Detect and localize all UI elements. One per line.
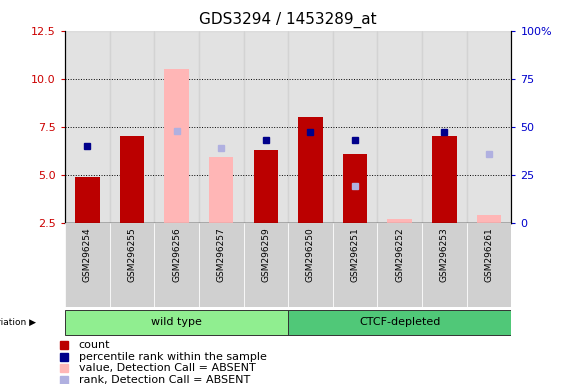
Text: genotype/variation ▶: genotype/variation ▶ bbox=[0, 318, 36, 326]
Text: value, Detection Call = ABSENT: value, Detection Call = ABSENT bbox=[79, 363, 255, 373]
Bar bbox=[432, 136, 457, 223]
Text: GSM296259: GSM296259 bbox=[262, 227, 270, 282]
Bar bbox=[288, 223, 333, 307]
Bar bbox=[333, 31, 377, 223]
Bar bbox=[244, 223, 288, 307]
Text: GSM296254: GSM296254 bbox=[83, 227, 92, 281]
Bar bbox=[164, 69, 189, 223]
Bar bbox=[199, 223, 244, 307]
Text: wild type: wild type bbox=[151, 317, 202, 327]
Text: GSM296261: GSM296261 bbox=[485, 227, 493, 282]
Bar bbox=[110, 223, 154, 307]
Bar bbox=[477, 215, 501, 223]
Bar bbox=[422, 223, 467, 307]
Bar bbox=[388, 219, 412, 223]
Bar bbox=[120, 136, 144, 223]
Text: GSM296257: GSM296257 bbox=[217, 227, 225, 282]
Text: GSM296252: GSM296252 bbox=[396, 227, 404, 281]
FancyBboxPatch shape bbox=[65, 310, 288, 335]
Bar bbox=[467, 223, 511, 307]
Bar bbox=[65, 31, 110, 223]
Bar bbox=[110, 31, 154, 223]
Bar bbox=[154, 223, 199, 307]
Bar bbox=[298, 117, 323, 223]
Bar bbox=[65, 223, 110, 307]
Text: GSM296250: GSM296250 bbox=[306, 227, 315, 282]
Bar bbox=[288, 31, 333, 223]
Text: GSM296256: GSM296256 bbox=[172, 227, 181, 282]
Bar bbox=[154, 31, 199, 223]
Bar bbox=[343, 154, 367, 223]
Title: GDS3294 / 1453289_at: GDS3294 / 1453289_at bbox=[199, 12, 377, 28]
Text: rank, Detection Call = ABSENT: rank, Detection Call = ABSENT bbox=[79, 374, 250, 384]
Text: count: count bbox=[79, 340, 110, 350]
Text: percentile rank within the sample: percentile rank within the sample bbox=[79, 352, 267, 362]
Text: GSM296251: GSM296251 bbox=[351, 227, 359, 282]
Text: GSM296253: GSM296253 bbox=[440, 227, 449, 282]
FancyBboxPatch shape bbox=[288, 310, 511, 335]
Bar bbox=[254, 150, 278, 223]
Bar bbox=[377, 31, 422, 223]
Bar bbox=[333, 223, 377, 307]
Bar bbox=[422, 31, 467, 223]
Text: CTCF-depleted: CTCF-depleted bbox=[359, 317, 441, 327]
Bar bbox=[467, 31, 511, 223]
Bar bbox=[377, 223, 422, 307]
Bar bbox=[75, 177, 99, 223]
Bar bbox=[244, 31, 288, 223]
Bar bbox=[209, 157, 233, 223]
Text: GSM296255: GSM296255 bbox=[128, 227, 136, 282]
Bar bbox=[199, 31, 244, 223]
